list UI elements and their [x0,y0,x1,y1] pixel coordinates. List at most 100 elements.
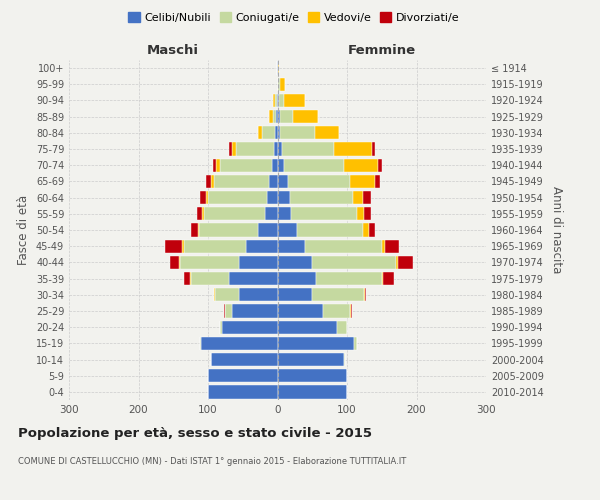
Bar [226,304,232,318]
Bar [277,110,280,124]
Legend: Celibi/Nubili, Coniugati/e, Vedovi/e, Divorziati/e: Celibi/Nubili, Coniugati/e, Vedovi/e, Di… [124,8,464,28]
Bar [280,110,293,124]
Text: COMUNE DI CASTELLUCCHIO (MN) - Dati ISTAT 1° gennaio 2015 - Elaborazione TUTTITA: COMUNE DI CASTELLUCCHIO (MN) - Dati ISTA… [18,458,406,466]
Bar [213,158,217,172]
Bar [246,240,277,253]
Bar [312,288,364,302]
Bar [236,142,274,156]
Bar [284,158,344,172]
Bar [272,110,276,124]
Bar [383,272,394,285]
Bar [277,288,312,302]
Bar [258,126,262,140]
Bar [214,175,269,188]
Bar [277,62,278,74]
Bar [184,240,246,253]
Bar [316,272,382,285]
Bar [277,224,297,236]
Bar [201,336,277,350]
Bar [277,240,305,253]
Bar [277,369,347,382]
Bar [290,191,353,204]
Bar [184,272,190,285]
Bar [372,142,376,156]
Bar [305,240,382,253]
Bar [354,336,358,350]
Bar [165,240,182,253]
Bar [277,386,347,398]
Bar [277,158,284,172]
Bar [269,110,272,124]
Bar [211,353,277,366]
Bar [353,191,363,204]
Bar [292,207,358,220]
Bar [280,126,315,140]
Bar [378,158,382,172]
Bar [278,78,280,91]
Text: Maschi: Maschi [147,44,199,57]
Bar [269,175,277,188]
Bar [368,224,376,236]
Bar [276,110,277,124]
Bar [229,142,232,156]
Bar [278,62,279,74]
Bar [239,256,277,269]
Bar [220,320,222,334]
Bar [190,272,191,285]
Bar [323,304,350,318]
Bar [206,191,208,204]
Bar [277,142,281,156]
Text: Femmine: Femmine [347,44,416,57]
Bar [179,256,180,269]
Bar [277,353,344,366]
Bar [272,158,277,172]
Bar [398,256,413,269]
Bar [277,78,278,91]
Bar [277,175,288,188]
Bar [204,207,265,220]
Bar [297,224,363,236]
Bar [277,94,279,107]
Bar [229,272,277,285]
Bar [222,320,277,334]
Bar [277,320,337,334]
Bar [277,272,316,285]
Bar [262,126,275,140]
Bar [363,224,368,236]
Bar [293,110,318,124]
Bar [351,304,352,318]
Bar [312,256,395,269]
Bar [202,207,204,220]
Bar [277,336,354,350]
Bar [267,191,277,204]
Y-axis label: Anni di nascita: Anni di nascita [550,186,563,274]
Bar [277,126,280,140]
Bar [208,369,277,382]
Bar [358,207,364,220]
Bar [224,304,226,318]
Bar [191,272,229,285]
Bar [277,304,323,318]
Bar [275,126,277,140]
Bar [274,94,275,107]
Bar [206,175,211,188]
Bar [182,240,184,253]
Bar [199,224,258,236]
Bar [170,256,179,269]
Bar [363,191,371,204]
Bar [334,142,372,156]
Bar [208,386,277,398]
Bar [215,288,239,302]
Bar [277,191,290,204]
Bar [217,158,220,172]
Bar [350,175,375,188]
Bar [344,353,345,366]
Bar [364,288,365,302]
Bar [344,158,378,172]
Bar [279,94,284,107]
Bar [258,224,277,236]
Bar [395,256,398,269]
Text: Popolazione per età, sesso e stato civile - 2015: Popolazione per età, sesso e stato civil… [18,428,372,440]
Bar [208,191,267,204]
Bar [375,175,380,188]
